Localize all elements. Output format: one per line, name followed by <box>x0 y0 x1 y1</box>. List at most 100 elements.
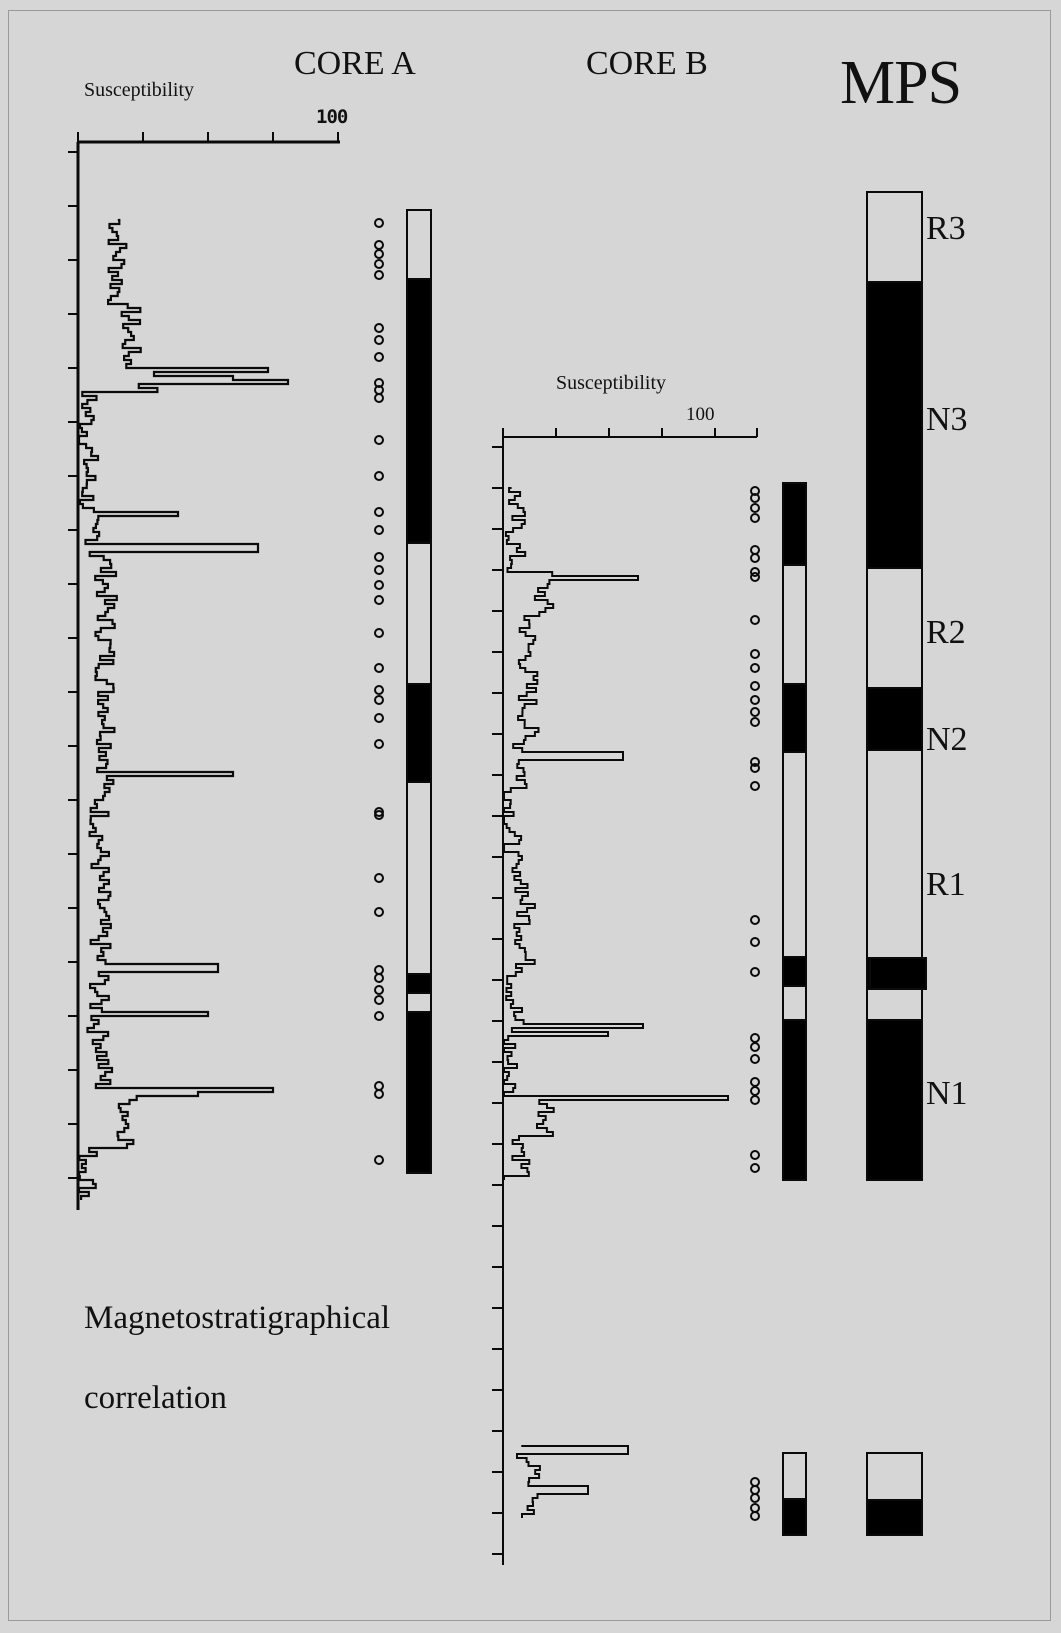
core-b-sample-marker <box>750 1086 760 1096</box>
core-a-polarity-block-normal <box>406 1011 432 1174</box>
core-a-sample-marker <box>374 663 384 673</box>
core-b-sample-marker <box>750 757 760 767</box>
core-b-sample-marker <box>750 553 760 563</box>
core-b-sample-marker <box>750 1477 760 1487</box>
core-b-sample-marker <box>750 1163 760 1173</box>
core-b-polarity-block-normal <box>782 1019 807 1181</box>
core-a-sample-marker <box>374 259 384 269</box>
core-b-title: CORE B <box>586 45 708 82</box>
core-a-sample-marker <box>374 695 384 705</box>
core-a-sample-marker <box>374 1081 384 1091</box>
mps-polarity-block-reversed <box>866 749 923 959</box>
core-b-polarity-block-reversed <box>782 985 807 1021</box>
mps-polarity-block-reversed <box>866 988 923 1021</box>
core-b-susceptibility-curve-lower <box>516 1445 629 1518</box>
chron-label-n2: N2 <box>926 721 968 758</box>
core-b-polarity-block-reversed <box>782 751 807 958</box>
core-b-polarity-block-normal <box>782 683 807 753</box>
caption-line-2: correlation <box>84 1380 227 1416</box>
core-a-sample-marker <box>374 435 384 445</box>
mps-title: MPS <box>840 49 962 117</box>
mps-polarity-block-lower-normal <box>866 1499 923 1536</box>
core-b-polarity-block-reversed <box>782 564 807 685</box>
core-b-sample-marker <box>750 649 760 659</box>
core-a-sample-marker <box>374 218 384 228</box>
core-b-sample-marker <box>750 1042 760 1052</box>
core-a-susceptibility-curve <box>77 218 290 1200</box>
core-a-sample-marker <box>374 270 384 280</box>
core-a-sample-marker <box>374 471 384 481</box>
core-b-sample-marker <box>750 1493 760 1503</box>
core-a-sample-marker <box>374 240 384 250</box>
core-b-sample-marker <box>750 1054 760 1064</box>
core-a-sample-marker <box>374 713 384 723</box>
mps-polarity-block-reversed <box>866 191 923 283</box>
mps-polarity-block-normal <box>866 1019 923 1181</box>
core-b-sample-marker <box>750 572 760 582</box>
core-b-sample-marker <box>750 1077 760 1087</box>
core-b-sample-marker <box>750 915 760 925</box>
core-a-sample-marker <box>374 249 384 259</box>
core-a-axis-label: Susceptibility <box>84 79 194 101</box>
mps-polarity-block-normal <box>866 687 923 751</box>
core-a-sample-marker <box>374 810 384 820</box>
core-b-sample-marker <box>750 1511 760 1521</box>
core-b-sample-marker <box>750 763 760 773</box>
chron-label-r3: R3 <box>926 210 966 247</box>
core-a-sample-marker <box>374 739 384 749</box>
core-b-sample-marker <box>750 681 760 691</box>
core-a-sample-marker <box>374 552 384 562</box>
core-a-sample-marker <box>374 995 384 1005</box>
mps-polarity-block-reversed <box>866 567 923 689</box>
core-a-polarity-block-reversed <box>406 209 432 280</box>
core-a-axis-max-label: 100 <box>316 106 348 128</box>
core-a-sample-marker <box>374 335 384 345</box>
core-b-sample-marker <box>750 695 760 705</box>
core-a-sample-marker <box>374 565 384 575</box>
core-a-polarity-block-normal <box>406 278 432 544</box>
core-b-axis-label: Susceptibility <box>556 372 666 394</box>
core-a-sample-marker <box>374 907 384 917</box>
core-a-polarity-block-reversed <box>406 992 432 1013</box>
core-a-sample-marker <box>374 873 384 883</box>
core-a-sample-marker <box>374 628 384 638</box>
mps-polarity-block-normal <box>866 281 923 569</box>
core-a-sample-marker <box>374 1155 384 1165</box>
caption-line-1: Magnetostratigraphical <box>84 1300 391 1336</box>
core-a-sample-marker <box>374 507 384 517</box>
core-a-polarity-block-normal <box>406 973 432 994</box>
figure-border <box>8 10 1051 1621</box>
core-a-sample-marker <box>374 1011 384 1021</box>
core-a-sample-marker <box>374 1089 384 1099</box>
chron-label-n3: N3 <box>926 401 968 438</box>
core-a-sample-marker <box>374 580 384 590</box>
core-b-susceptibility-curve <box>503 487 729 1180</box>
chron-label-r1: R1 <box>926 866 966 903</box>
core-b-sample-marker <box>750 937 760 947</box>
core-b-sample-marker <box>750 615 760 625</box>
mps-polarity-block-lower-reversed <box>866 1452 923 1501</box>
core-a-sample-marker <box>374 323 384 333</box>
core-a-sample-marker <box>374 685 384 695</box>
core-b-sample-marker <box>750 567 760 577</box>
core-b-sample-marker <box>750 493 760 503</box>
core-b-sample-marker <box>750 503 760 513</box>
core-b-polarity-block-normal <box>782 956 807 987</box>
core-b-polarity-block-normal <box>782 482 807 566</box>
core-b-sample-marker <box>750 663 760 673</box>
core-b-sample-marker <box>750 1503 760 1513</box>
core-b-sample-marker <box>750 781 760 791</box>
core-a-sample-marker <box>374 352 384 362</box>
core-b-sample-marker <box>750 1485 760 1495</box>
core-a-sample-marker <box>374 965 384 975</box>
core-b-axis-max-label: 100 <box>686 404 715 425</box>
core-b-sample-marker <box>750 1095 760 1105</box>
core-a-title: CORE A <box>294 45 416 82</box>
mps-short-normal-event <box>869 957 927 990</box>
core-b-sample-marker <box>750 513 760 523</box>
core-a-polarity-block-normal <box>406 683 432 783</box>
core-b-sample-marker <box>750 967 760 977</box>
core-b-sample-marker <box>750 707 760 717</box>
core-a-sample-marker <box>374 985 384 995</box>
